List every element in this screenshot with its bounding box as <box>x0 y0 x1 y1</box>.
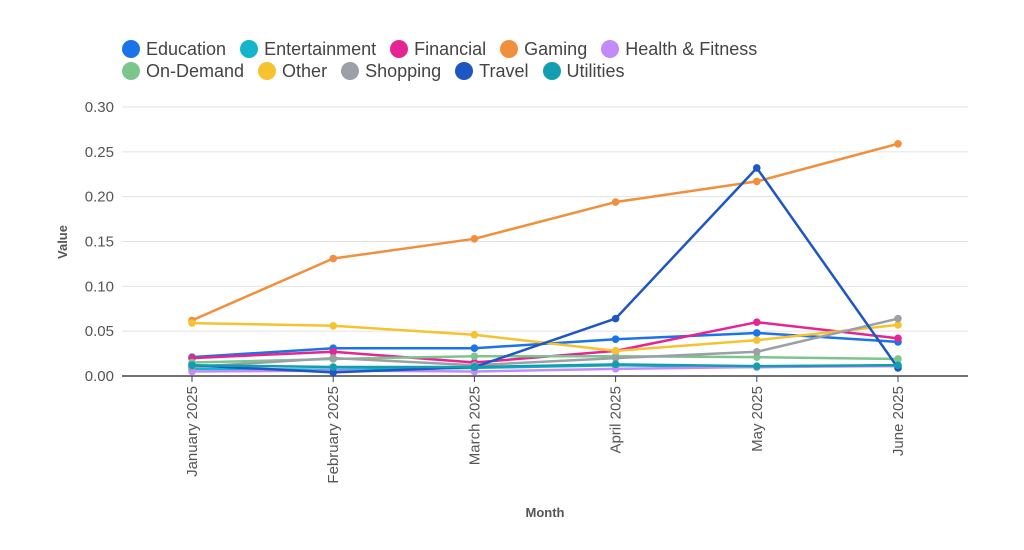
gridlines <box>122 106 968 332</box>
x-tick-label: June 2025 <box>890 386 907 456</box>
legend-label: Shopping <box>365 60 442 81</box>
legend-item[interactable]: Health & Fitness <box>601 39 757 60</box>
legend-item[interactable]: Education <box>122 39 226 60</box>
data-point[interactable] <box>611 347 620 355</box>
data-point[interactable] <box>753 177 761 186</box>
legend-item[interactable]: Other <box>258 61 327 82</box>
legend-label: Utilities <box>566 60 625 81</box>
data-point[interactable] <box>611 360 620 369</box>
series-group <box>188 360 902 371</box>
legend-label: On-Demand <box>146 60 245 81</box>
data-point[interactable] <box>753 318 761 327</box>
data-point[interactable] <box>329 368 338 377</box>
x-tick-label: April 2025 <box>608 386 625 454</box>
data-point[interactable] <box>611 335 620 344</box>
y-tick-label: 0.00 <box>85 368 114 385</box>
legend-swatch <box>601 40 620 58</box>
data-point[interactable] <box>753 329 761 337</box>
data-point[interactable] <box>894 314 902 323</box>
legend-swatch <box>455 62 474 80</box>
data-point[interactable] <box>753 347 761 356</box>
legend-row: On-Demand Other Shopping Travel Utilities <box>122 60 882 82</box>
data-point[interactable] <box>753 336 761 344</box>
legend-item[interactable]: Shopping <box>341 61 441 82</box>
data-point[interactable] <box>329 363 338 371</box>
legend-swatch <box>122 62 140 80</box>
legend-swatch <box>341 62 360 80</box>
data-point[interactable] <box>753 353 761 361</box>
legend-swatch <box>122 40 140 58</box>
legend-label: Education <box>146 38 227 59</box>
legend-item[interactable]: Gaming <box>500 39 587 60</box>
series-line <box>191 142 899 322</box>
data-point[interactable] <box>611 314 620 323</box>
legend-swatch <box>500 40 519 58</box>
data-point[interactable] <box>188 319 196 327</box>
legend-item[interactable]: Travel <box>455 60 529 82</box>
legend-label: Entertainment <box>264 38 377 59</box>
data-point[interactable] <box>753 164 761 172</box>
legend-item[interactable]: Utilities <box>542 60 625 82</box>
series-group <box>188 139 902 325</box>
y-tick-label: 0.15 <box>85 234 114 251</box>
chart-legend: Education Entertainment Financial Gaming Hea… <box>122 38 882 82</box>
y-axis-ticks: 0.00 0.05 0.10 0.15 0.20 0.25 0.30 <box>85 99 114 385</box>
series-lines <box>188 139 902 377</box>
data-point[interactable] <box>894 139 902 148</box>
legend-label: Health & Fitness <box>625 38 758 59</box>
x-axis-title: Month <box>526 505 565 520</box>
data-point[interactable] <box>894 334 902 343</box>
legend-item[interactable]: Financial <box>390 39 486 60</box>
data-point[interactable] <box>894 355 902 363</box>
legend-swatch <box>390 40 409 58</box>
series-line <box>191 363 899 369</box>
x-axis-ticks: January 2025 February 2025 March 2025 April… <box>184 376 907 484</box>
data-point[interactable] <box>329 347 338 356</box>
legend-item[interactable]: Entertainment <box>240 39 376 60</box>
y-tick-label: 0.30 <box>85 99 114 116</box>
y-tick-label: 0.25 <box>85 144 114 161</box>
data-point[interactable] <box>329 254 338 263</box>
legend-swatch <box>542 62 561 80</box>
series-line <box>191 166 900 374</box>
data-point[interactable] <box>188 361 196 370</box>
data-point[interactable] <box>470 352 479 361</box>
series-line <box>191 317 899 369</box>
data-point[interactable] <box>329 321 338 330</box>
data-point[interactable] <box>894 361 902 370</box>
x-tick-label: May 2025 <box>749 386 766 452</box>
y-tick-label: 0.20 <box>85 189 114 206</box>
legend-swatch <box>258 62 277 80</box>
x-tick-label: March 2025 <box>466 386 483 465</box>
data-point[interactable] <box>894 321 902 329</box>
data-point[interactable] <box>611 198 620 206</box>
data-point[interactable] <box>753 362 761 370</box>
data-point[interactable] <box>470 235 479 243</box>
y-tick-label: 0.10 <box>85 278 114 295</box>
legend-label: Financial <box>414 38 487 59</box>
data-point[interactable] <box>470 363 479 371</box>
legend-label: Travel <box>479 60 529 81</box>
x-tick-label: February 2025 <box>325 386 342 484</box>
y-axis-title: Value <box>55 225 70 259</box>
legend-label: Gaming <box>524 38 588 59</box>
data-point[interactable] <box>329 354 338 362</box>
legend-swatch <box>240 40 259 58</box>
legend-row: Education Entertainment Financial Gaming Hea… <box>122 38 882 60</box>
data-point[interactable] <box>470 344 479 353</box>
y-tick-label: 0.05 <box>85 323 114 340</box>
legend-label: Other <box>282 60 328 81</box>
data-point[interactable] <box>470 330 479 339</box>
legend-item[interactable]: On-Demand <box>122 61 244 82</box>
data-point[interactable] <box>611 354 620 362</box>
x-tick-label: January 2025 <box>184 386 201 477</box>
